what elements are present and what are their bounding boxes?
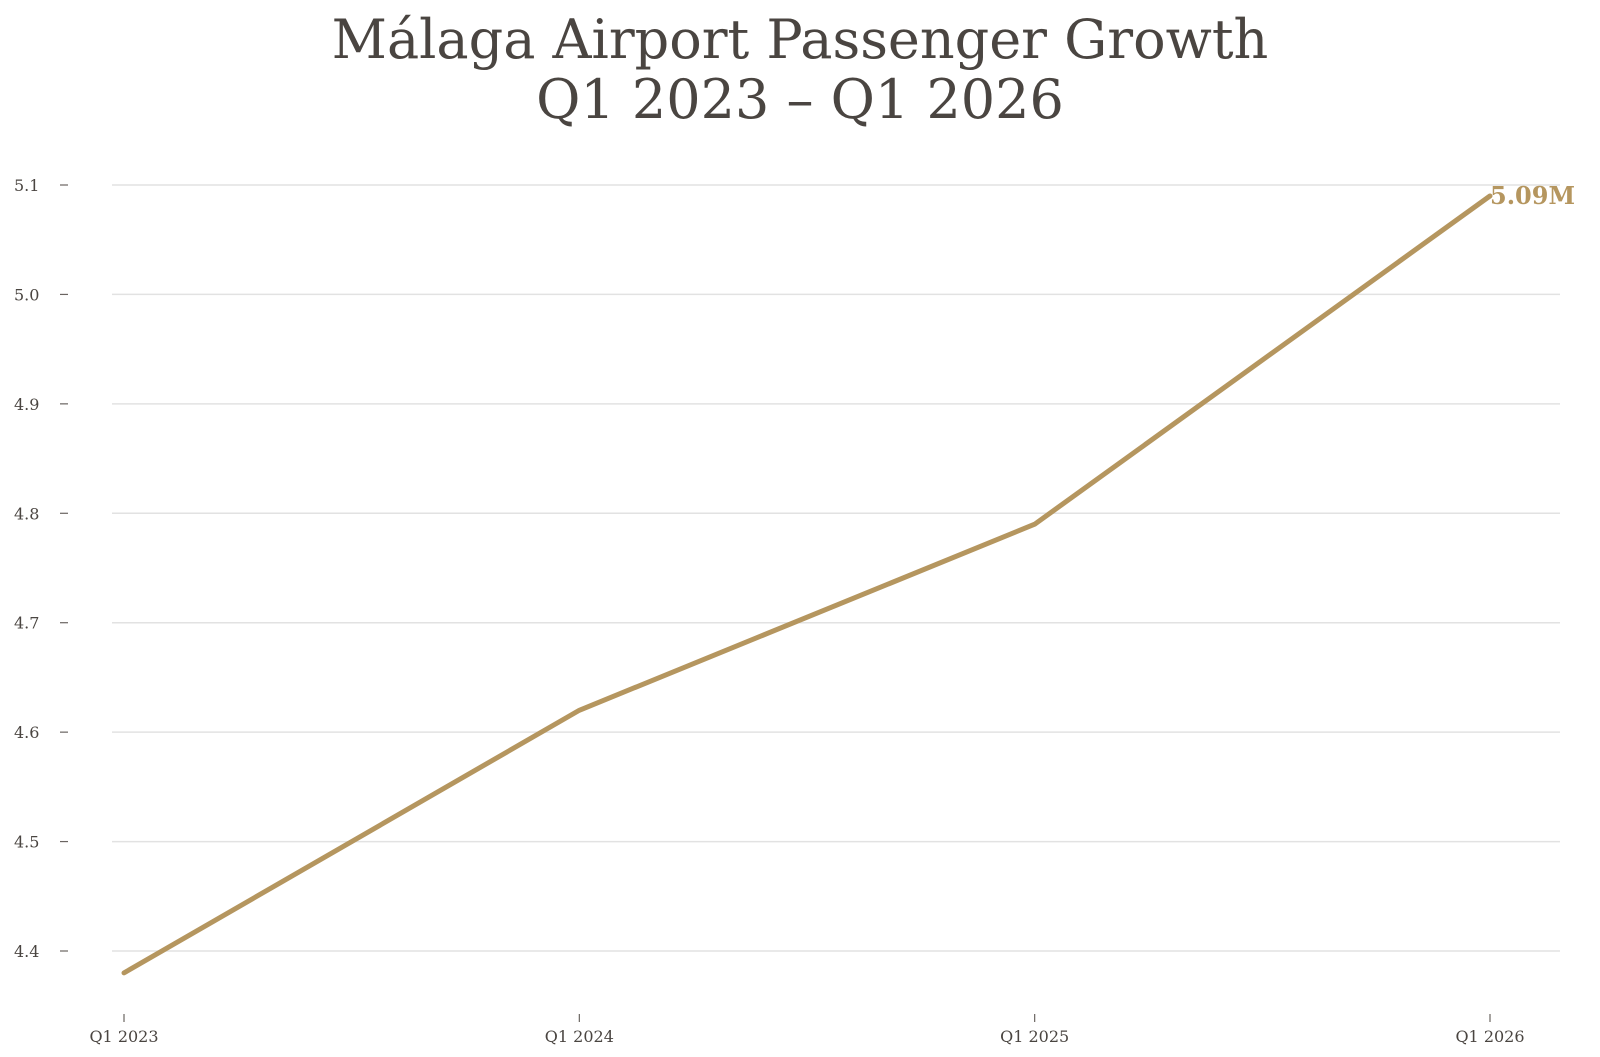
chart-title-line-1: Málaga Airport Passenger Growth — [332, 8, 1269, 71]
x-tick-label: Q1 2024 — [545, 1027, 614, 1046]
chart-title-line-2: Q1 2023 – Q1 2026 — [536, 68, 1064, 131]
series-layer — [121, 193, 1493, 976]
y-tick-label: 4.5 — [14, 833, 39, 852]
x-tick-label: Q1 2025 — [1000, 1027, 1069, 1046]
y-tick-label: 4.4 — [14, 942, 39, 961]
y-tick-label: 4.7 — [14, 614, 39, 633]
x-tick-label: Q1 2026 — [1455, 1027, 1524, 1046]
x-axis: Q1 2023 Q1 2024 Q1 2025 Q1 2026 — [89, 1014, 1525, 1046]
y-axis: 4.4 4.5 4.6 4.7 4.8 4.9 5.0 5.1 — [14, 176, 68, 961]
y-tick-label: 4.8 — [14, 504, 39, 523]
y-tick-label: 5.1 — [14, 176, 39, 195]
end-value-label: 5.09M — [1490, 181, 1575, 210]
y-tick-label: 4.9 — [14, 395, 39, 414]
y-tick-label: 5.0 — [14, 285, 39, 304]
annotation-layer: 5.09M — [1490, 181, 1575, 210]
chart-title: Málaga Airport Passenger Growth Q1 2023 … — [332, 8, 1269, 131]
x-tick-label: Q1 2023 — [89, 1027, 158, 1046]
y-tick-label: 4.6 — [14, 723, 39, 742]
series-line — [121, 193, 1493, 976]
